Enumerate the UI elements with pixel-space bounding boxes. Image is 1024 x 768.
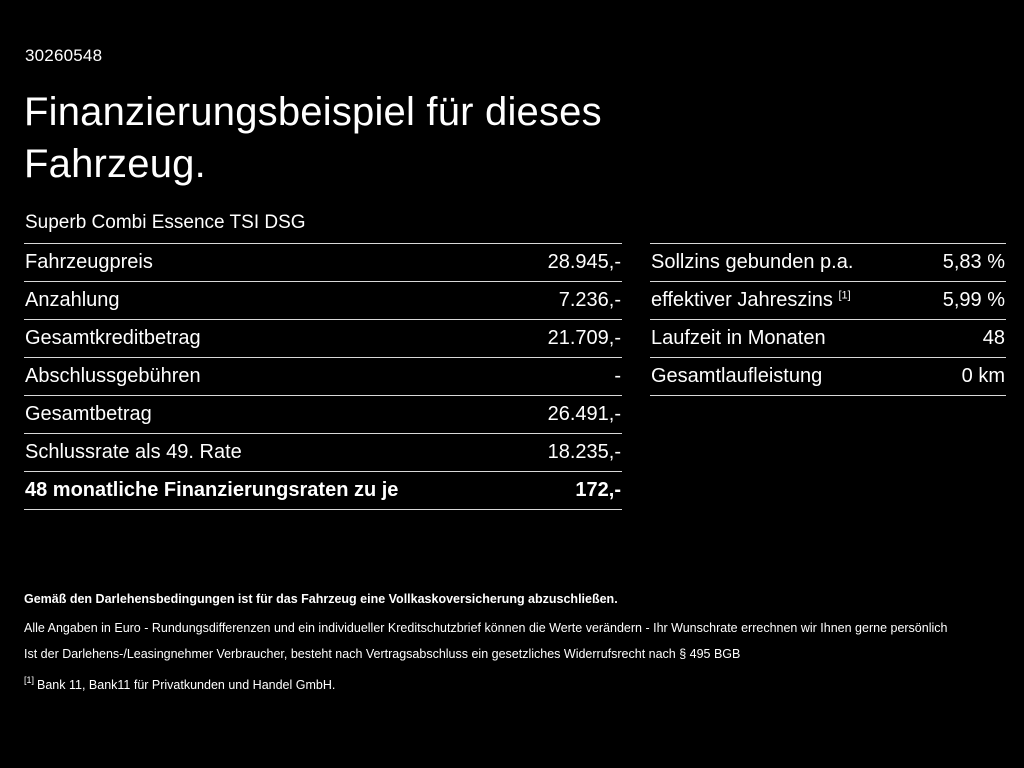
row-value: 5,83 % [942,251,1005,273]
financing-table-right: Sollzins gebunden p.a. 5,83 % effektiver… [650,243,1006,396]
table-row: Anzahlung 7.236,- [24,281,622,319]
page-title-line2: Fahrzeug. [24,142,206,186]
table-row: Gesamtbetrag 26.491,- [24,395,622,433]
row-value: 21.709,- [547,327,621,349]
row-value: 172,- [575,479,621,501]
row-label: Gesamtbetrag [25,403,152,425]
disclaimer-line-2: Ist der Darlehens-/Leasingnehmer Verbrau… [24,646,741,661]
bank-footnote: [1] Bank 11, Bank11 für Privatkunden und … [24,675,1004,694]
row-value: 26.491,- [547,403,621,425]
row-label: Gesamtlaufleistung [651,365,823,387]
row-label: Laufzeit in Monaten [651,327,826,349]
table-row: Gesamtlaufleistung 0 km [650,357,1006,395]
row-value: 18.235,- [547,441,621,463]
table-row: effektiver Jahreszins [1] 5,99 % [650,281,1006,319]
row-value: 5,99 % [942,289,1005,311]
table-row: Abschlussgebühren - [24,357,622,395]
table-row-monthly-rate: 48 monatliche Finanzierungsraten zu je 1… [24,471,622,509]
row-label: effektiver Jahreszins [1] [651,289,851,311]
vehicle-id-number: 30260548 [25,46,103,65]
row-label: Abschlussgebühren [25,365,201,387]
row-value: 0 km [961,365,1005,387]
row-value: 48 [982,327,1005,349]
table-row: Laufzeit in Monaten 48 [650,319,1006,357]
row-label: Anzahlung [25,289,120,311]
page-title-line1: Finanzierungsbeispiel für dieses [24,90,602,134]
table-row: Fahrzeugpreis 28.945,- [24,243,622,281]
insurance-requirement-note: Gemäß den Darlehensbedingungen ist für d… [24,592,618,606]
vehicle-model-subtitle: Superb Combi Essence TSI DSG [25,212,306,233]
table-row: Sollzins gebunden p.a. 5,83 % [650,243,1006,281]
table-row: Schlussrate als 49. Rate 18.235,- [24,433,622,471]
footnote-marker: [1] [838,289,851,302]
row-label: Schlussrate als 49. Rate [25,441,242,463]
row-value: 7.236,- [558,289,621,311]
disclaimer-line-1: Alle Angaben in Euro - Rundungsdifferenz… [24,620,948,635]
page-title: Finanzierungsbeispiel für dieses Fahrzeug… [24,86,602,190]
row-label: Sollzins gebunden p.a. [651,251,854,273]
row-label: Fahrzeugpreis [25,251,153,273]
row-value: 28.945,- [547,251,621,273]
table-row: Gesamtkreditbetrag 21.709,- [24,319,622,357]
row-label: 48 monatliche Finanzierungsraten zu je [25,479,399,501]
row-label: Gesamtkreditbetrag [25,327,201,349]
row-value: - [614,365,621,387]
footnote-text: Bank 11, Bank11 für Privatkunden und Han… [37,677,336,692]
footnote-marker: [1] [24,675,35,686]
legal-footer: Gemäß den Darlehensbedingungen ist für d… [24,591,1004,694]
financing-table-left: Fahrzeugpreis 28.945,- Anzahlung 7.236,-… [24,243,622,510]
